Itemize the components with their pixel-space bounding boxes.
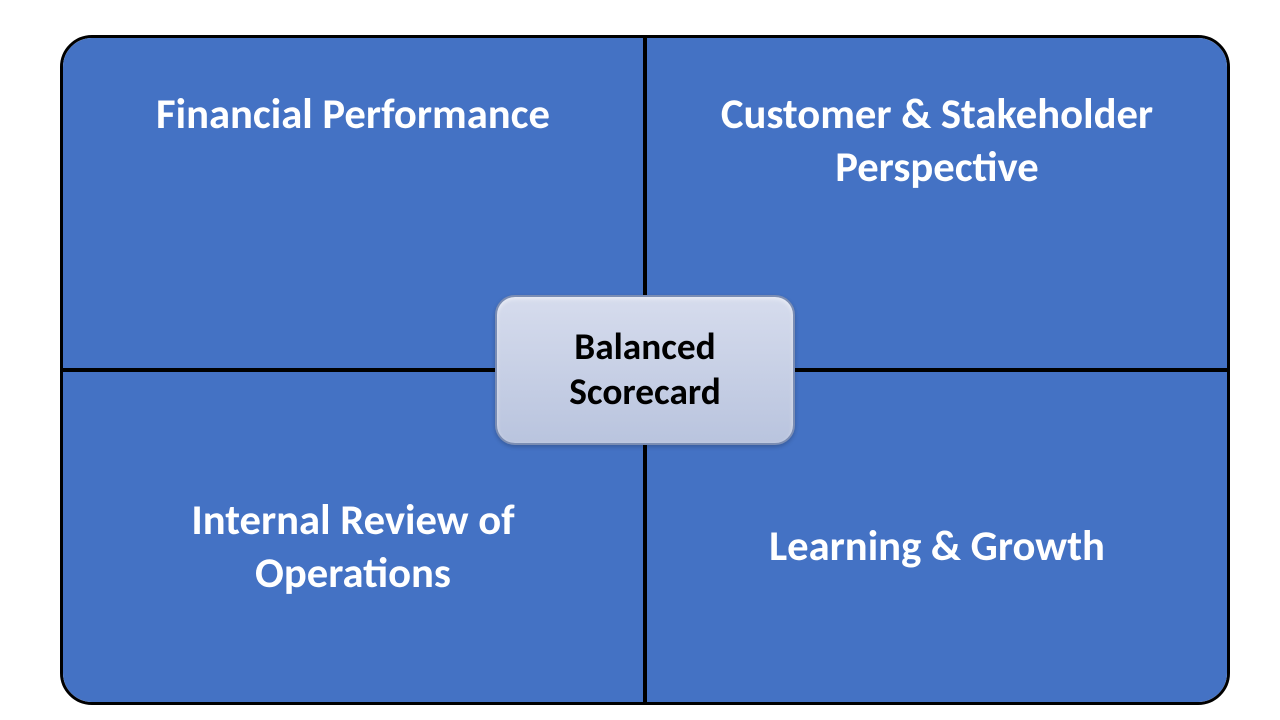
quadrant-bottom-right-label: Learning & Growth [769,520,1105,573]
quadrant-top-right-label: Customer & Stakeholder Perspective [687,88,1187,195]
quadrant-container: Financial Performance Customer & Stakeho… [60,35,1230,705]
center-label: Balanced Scorecard [497,325,793,415]
quadrant-bottom-left-label: Internal Review of Operations [103,494,603,601]
quadrant-top-left-label: Financial Performance [156,88,550,141]
center-box: Balanced Scorecard [495,295,795,445]
